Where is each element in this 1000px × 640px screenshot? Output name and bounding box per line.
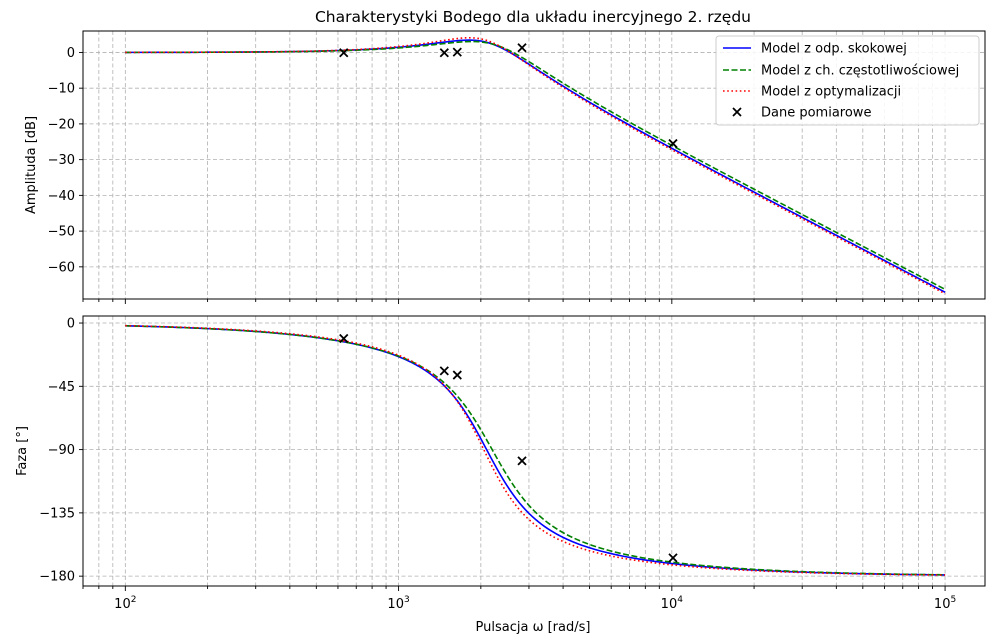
- phase-frame: [82, 315, 986, 587]
- phase-series: [125, 324, 946, 576]
- measured-point-marker: [339, 48, 349, 58]
- magnitude-series: [125, 36, 946, 295]
- x-tick-label: 104: [661, 595, 684, 612]
- y-tick-label: −135: [39, 506, 75, 521]
- y-tick-label: −30: [48, 153, 75, 168]
- measured-point-marker: [668, 553, 678, 563]
- y-tick-label: 0: [67, 46, 75, 61]
- phase-axis-ticks: 0 −45 −90 −135 −180 102 103 104 105: [39, 317, 956, 612]
- magnitude-measured-points: [339, 43, 678, 149]
- series-line-magnitude-1: [125, 40, 946, 291]
- y-tick-label: −50: [48, 225, 75, 240]
- measured-point-marker: [452, 47, 462, 57]
- legend-label-step: Model z odp. skokowej: [761, 42, 907, 57]
- y-tick-label: −60: [48, 260, 75, 275]
- series-line-magnitude-2: [125, 36, 946, 295]
- series-line-phase-1: [125, 325, 946, 576]
- y-tick-label: 0: [67, 317, 75, 332]
- x-axis-label: Pulsacja ω [rad/s]: [476, 620, 591, 635]
- measured-point-marker: [439, 48, 449, 58]
- magnitude-axis-ticks: 0 −10 −20 −30 −40 −50 −60: [48, 46, 946, 304]
- measured-point-marker: [668, 138, 678, 149]
- y-tick-label: −45: [48, 380, 75, 395]
- measured-point-marker: [517, 43, 527, 53]
- legend-label-measured: Dane pomiarowe: [761, 106, 871, 121]
- measured-point-marker: [339, 333, 349, 344]
- chart-title: Charakterystyki Bodego dla układu inercy…: [315, 8, 751, 26]
- legend: Model z odp. skokowej Model z ch. często…: [715, 35, 980, 126]
- phase-measured-points: [339, 333, 678, 563]
- measured-point-marker: [439, 366, 449, 376]
- phase-ylabel: Faza [°]: [15, 426, 30, 476]
- phase-grid: [82, 316, 985, 586]
- y-tick-label: −20: [48, 117, 75, 132]
- x-tick-label: 102: [114, 595, 136, 612]
- magnitude-grid: [82, 31, 985, 299]
- magnitude-frame: [82, 30, 986, 300]
- measured-point-marker: [517, 456, 527, 466]
- legend-label-freq: Model z ch. częstotliwościowej: [761, 64, 959, 79]
- y-tick-label: −10: [48, 82, 75, 97]
- phase-subplot: 0 −45 −90 −135 −180 102 103 104 105 Faza [°]: [15, 315, 986, 612]
- x-tick-label: 105: [934, 595, 956, 612]
- legend-marker-x: [732, 107, 742, 117]
- legend-box: [715, 35, 980, 126]
- measured-point-marker: [452, 370, 462, 380]
- y-tick-label: −40: [48, 189, 75, 204]
- legend-label-opt: Model z optymalizacji: [761, 85, 901, 100]
- phase-plot-area: [83, 316, 985, 586]
- magnitude-ylabel: Amplituda [dB]: [24, 116, 39, 214]
- magnitude-subplot: 0 −10 −20 −30 −40 −50 −60 Amplituda [dB] Model…: [24, 30, 986, 304]
- y-tick-label: −180: [39, 570, 75, 585]
- y-tick-label: −90: [48, 443, 75, 458]
- x-tick-label: 103: [387, 595, 409, 612]
